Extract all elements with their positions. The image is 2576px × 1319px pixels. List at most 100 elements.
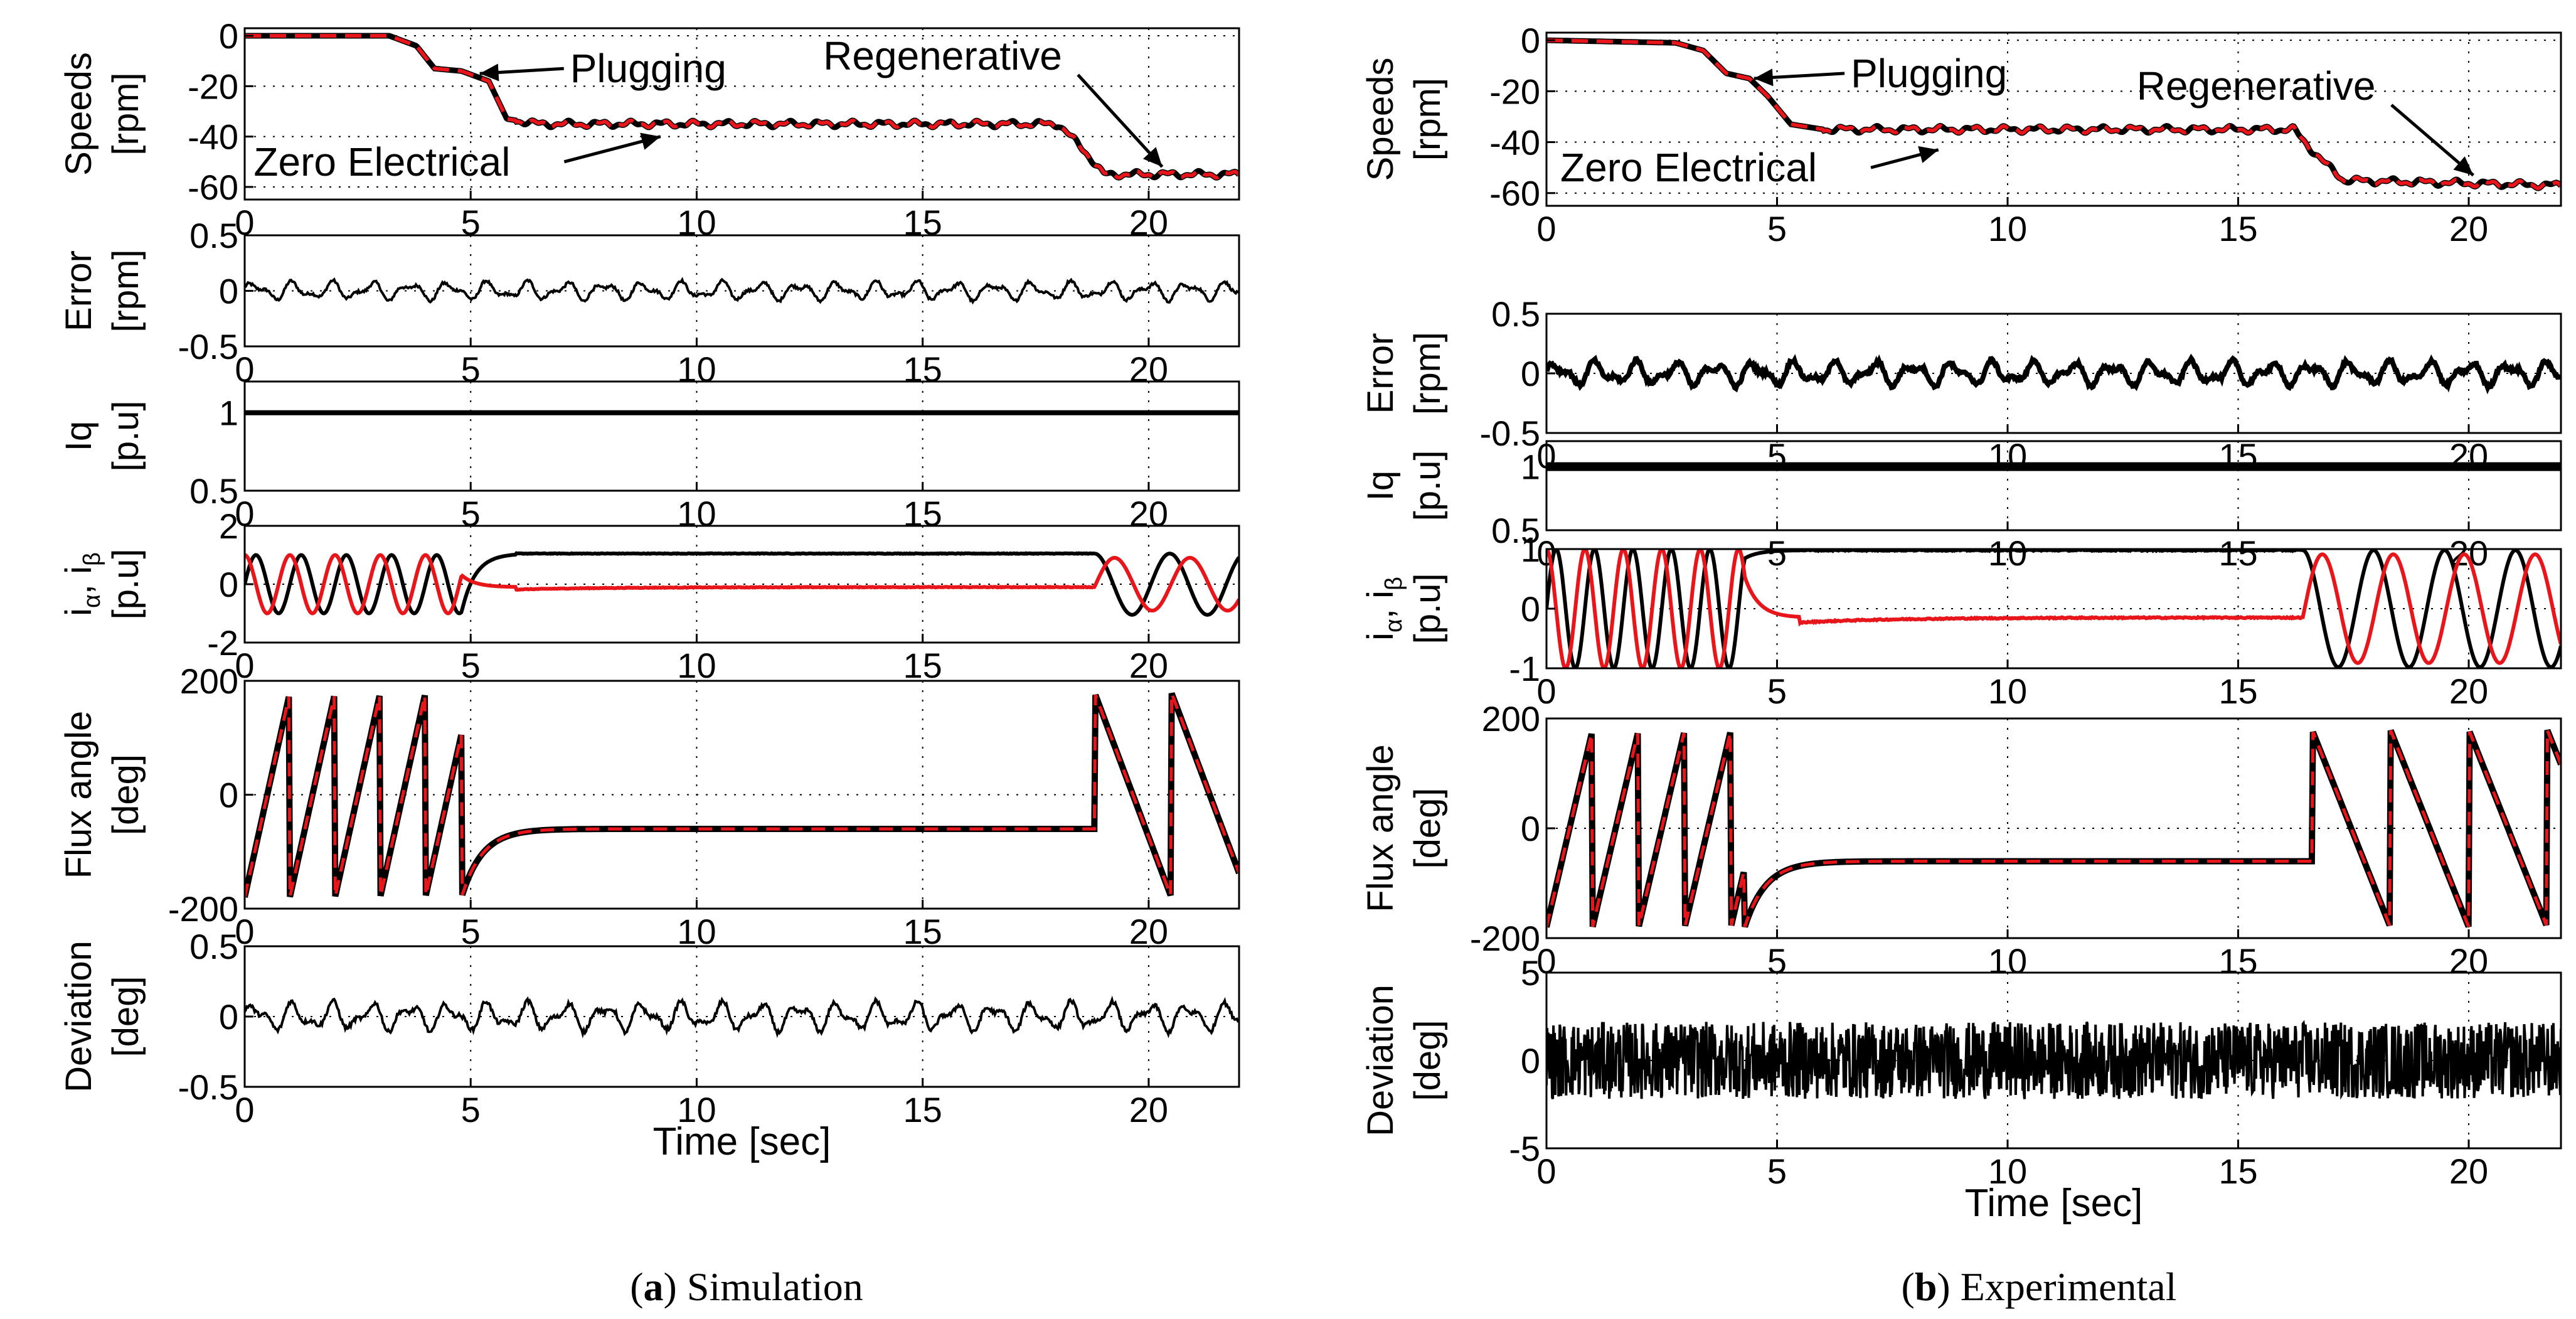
y-tick-label: 0.5 xyxy=(1491,294,1540,334)
y-axis-label: [p.u] xyxy=(1407,451,1448,521)
y-tick-label: -20 xyxy=(188,67,238,106)
y-axis-label: Deviation xyxy=(58,941,99,1092)
annotation-label: Regenerative xyxy=(2137,63,2376,109)
y-tick-label: 5 xyxy=(1521,953,1540,993)
annotation-label: Plugging xyxy=(1851,51,2007,96)
y-axis-label: [deg] xyxy=(1407,788,1448,869)
x-tick-label: 15 xyxy=(2218,941,2257,981)
x-tick-label: 5 xyxy=(1767,671,1787,711)
series-flux-estimated xyxy=(245,693,1239,898)
y-tick-label: -40 xyxy=(188,117,238,157)
y-tick-label: 0 xyxy=(219,16,238,56)
series-group xyxy=(1546,1020,2561,1100)
y-tick-label: 1 xyxy=(1521,530,1540,569)
x-tick-label: 15 xyxy=(2218,671,2257,711)
y-tick-label: 0 xyxy=(219,997,238,1037)
y-tick-label: 0 xyxy=(219,776,238,815)
series-group xyxy=(245,692,1239,898)
annotation-label: Zero Electrical xyxy=(253,139,510,184)
y-axis-label: Flux angle xyxy=(58,711,99,879)
arrow-head xyxy=(1918,146,1939,163)
axes-frame xyxy=(243,525,1240,644)
series-group xyxy=(245,33,1239,181)
x-axis-label: Time [sec] xyxy=(1965,1182,2143,1225)
y-axis-label: [rpm] xyxy=(1407,78,1448,161)
y-tick-label: 0 xyxy=(1521,354,1540,393)
x-tick-label: 20 xyxy=(2449,209,2488,248)
y-axis-label: [rpm] xyxy=(1407,332,1448,415)
y-axis-label: [rpm] xyxy=(105,72,146,155)
y-tick-label: 0.5 xyxy=(1491,511,1540,550)
annotation-label: Plugging xyxy=(570,46,726,91)
x-tick-label: 20 xyxy=(1129,912,1168,951)
y-tick-label: -5 xyxy=(1509,1129,1540,1168)
series-estimated-speed xyxy=(245,34,1239,180)
series-i-beta xyxy=(1546,549,2561,668)
x-tick-label: 5 xyxy=(1767,209,1787,248)
series-i-beta xyxy=(245,553,1239,616)
series-line xyxy=(245,995,1239,1039)
y-axis-label: [deg] xyxy=(1407,1020,1448,1101)
y-axis-label: [p.u] xyxy=(105,549,146,620)
y-tick-label: -200 xyxy=(168,889,238,929)
y-tick-label: -2 xyxy=(207,623,238,663)
y-tick-label: 0.5 xyxy=(189,927,238,966)
x-tick-label: 15 xyxy=(2218,209,2257,248)
axes-frame xyxy=(243,234,1240,348)
x-tick-label: 0 xyxy=(1536,1151,1556,1191)
y-tick-label: 2 xyxy=(219,506,238,546)
x-tick-label: 10 xyxy=(677,1090,716,1129)
y-tick-label: -200 xyxy=(1470,919,1540,958)
x-tick-label: 5 xyxy=(461,1090,481,1129)
y-axis-label: [p.u] xyxy=(105,401,146,472)
x-tick-label: 10 xyxy=(677,912,716,951)
y-axis-label: [deg] xyxy=(105,976,146,1057)
y-tick-label: 0.5 xyxy=(189,216,238,255)
annotation-label: Zero Electrical xyxy=(1560,145,1817,190)
y-tick-label: -0.5 xyxy=(1480,414,1541,453)
series-group xyxy=(1546,729,2561,928)
x-tick-label: 5 xyxy=(461,646,481,685)
series-line xyxy=(245,277,1239,305)
x-tick-label: 0 xyxy=(235,1090,254,1129)
y-axis-label: Error xyxy=(1360,333,1401,414)
series-deviation xyxy=(1546,1020,2561,1100)
x-tick-label: 15 xyxy=(2218,533,2257,573)
series-group xyxy=(245,277,1239,305)
x-tick-label: 15 xyxy=(903,912,942,951)
y-tick-label: 0 xyxy=(219,272,238,311)
y-tick-label: 0 xyxy=(1521,809,1540,848)
annotation-label: Regenerative xyxy=(823,33,1062,78)
x-tick-label: 0 xyxy=(1536,671,1556,711)
y-axis-label: [rpm] xyxy=(105,249,146,332)
y-axis-label: Error xyxy=(58,250,99,331)
series-measured-speed xyxy=(1546,37,2561,191)
y-tick-label: -60 xyxy=(188,168,238,207)
x-tick-label: 10 xyxy=(1988,533,2027,573)
x-tick-label: 10 xyxy=(1988,941,2027,981)
y-tick-label: 1 xyxy=(219,393,238,433)
axes-frame xyxy=(243,27,1240,201)
arrow-head xyxy=(1754,68,1774,87)
y-tick-label: 0 xyxy=(1521,589,1540,629)
y-axis-label: iα, iβ xyxy=(1360,577,1407,641)
y-tick-label: 0.5 xyxy=(189,471,238,511)
x-tick-label: 20 xyxy=(2449,1151,2488,1191)
series-group xyxy=(1546,37,2561,191)
x-tick-label: 5 xyxy=(1767,941,1787,981)
y-axis-label: Speeds xyxy=(1360,58,1401,181)
x-tick-label: 10 xyxy=(1988,209,2027,248)
y-tick-label: 200 xyxy=(180,661,238,701)
